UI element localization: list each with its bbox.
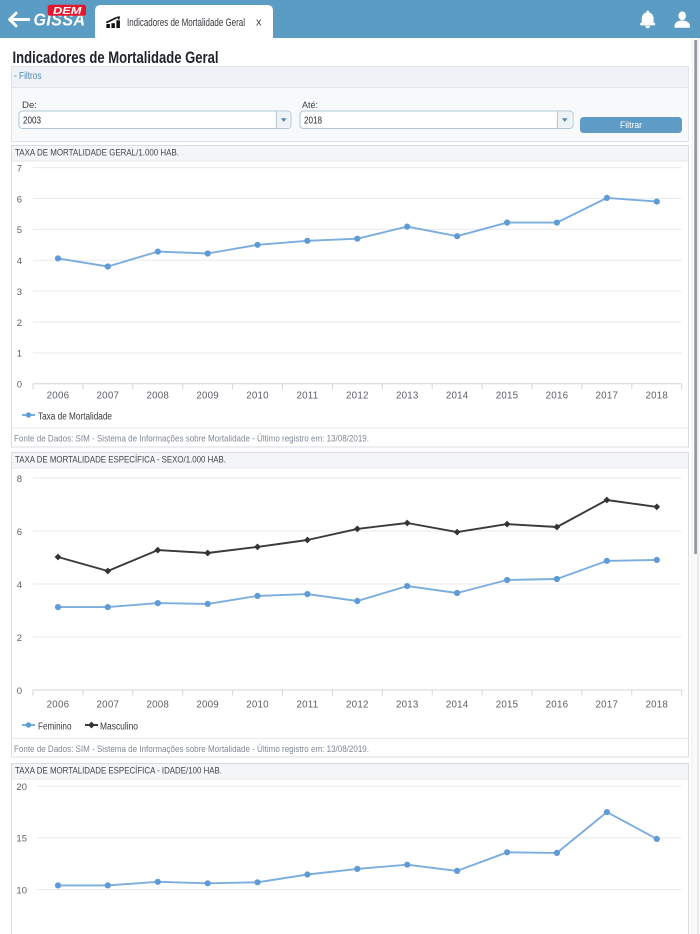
svg-text:2012: 2012 xyxy=(346,700,369,711)
svg-text:7: 7 xyxy=(17,163,22,174)
svg-text:20: 20 xyxy=(16,782,27,793)
svg-text:TAXA DE MORTALIDADE ESPECÍFICA: TAXA DE MORTALIDADE ESPECÍFICA - SEXO/1.… xyxy=(15,455,226,466)
svg-text:2008: 2008 xyxy=(146,391,169,402)
svg-text:5: 5 xyxy=(17,225,22,236)
svg-text:TAXA DE MORTALIDADE GERAL/1.00: TAXA DE MORTALIDADE GERAL/1.000 HAB. xyxy=(15,148,179,159)
svg-text:2003: 2003 xyxy=(23,115,41,126)
svg-text:Fonte de Dados: SIM - Sistema: Fonte de Dados: SIM - Sistema de Informa… xyxy=(14,744,369,754)
svg-text:2: 2 xyxy=(17,318,22,329)
svg-text:TAXA DE MORTALIDADE ESPECÍFICA: TAXA DE MORTALIDADE ESPECÍFICA - IDADE/1… xyxy=(15,766,222,777)
svg-text:2013: 2013 xyxy=(396,700,419,711)
svg-text:3: 3 xyxy=(17,287,22,298)
svg-text:2007: 2007 xyxy=(97,700,120,711)
svg-text:10: 10 xyxy=(16,885,27,896)
svg-text:2011: 2011 xyxy=(297,700,319,711)
svg-text:2018: 2018 xyxy=(645,391,668,402)
svg-text:2014: 2014 xyxy=(446,391,469,402)
svg-text:2009: 2009 xyxy=(196,700,219,711)
svg-text:Feminino: Feminino xyxy=(38,721,72,732)
svg-text:2010: 2010 xyxy=(246,391,269,402)
svg-text:2018: 2018 xyxy=(304,115,322,126)
svg-text:2015: 2015 xyxy=(496,700,519,711)
svg-text:DEM: DEM xyxy=(53,6,82,17)
svg-text:2013: 2013 xyxy=(396,391,419,402)
svg-text:2018: 2018 xyxy=(645,700,668,711)
svg-text:2008: 2008 xyxy=(146,700,169,711)
svg-text:x: x xyxy=(256,17,262,29)
svg-text:2010: 2010 xyxy=(246,700,269,711)
svg-text:De:: De: xyxy=(22,100,37,111)
svg-text:Taxa de Mortalidade: Taxa de Mortalidade xyxy=(38,411,112,422)
svg-text:Masculino: Masculino xyxy=(100,721,138,732)
svg-text:Indicadores de Mortalidade Ger: Indicadores de Mortalidade Geral xyxy=(127,17,245,29)
svg-text:2006: 2006 xyxy=(47,700,70,711)
svg-text:4: 4 xyxy=(17,580,22,591)
svg-text:2006: 2006 xyxy=(47,391,70,402)
svg-text:2017: 2017 xyxy=(596,391,619,402)
svg-text:6: 6 xyxy=(17,194,22,205)
svg-text:1: 1 xyxy=(17,349,22,360)
svg-text:2017: 2017 xyxy=(596,700,619,711)
svg-text:2007: 2007 xyxy=(97,391,120,402)
svg-text:2016: 2016 xyxy=(546,391,569,402)
svg-text:2012: 2012 xyxy=(346,391,369,402)
svg-text:8: 8 xyxy=(17,474,22,485)
svg-text:15: 15 xyxy=(16,834,27,845)
svg-text:0: 0 xyxy=(17,686,22,697)
svg-text:2016: 2016 xyxy=(546,700,569,711)
svg-text:2009: 2009 xyxy=(196,391,219,402)
svg-text:Indicadores de Mortalidade Ger: Indicadores de Mortalidade Geral xyxy=(13,49,219,67)
svg-text:Fonte de Dados: SIM - Sistema: Fonte de Dados: SIM - Sistema de Informa… xyxy=(14,434,369,444)
svg-text:2014: 2014 xyxy=(446,700,469,711)
svg-text:2: 2 xyxy=(17,633,22,644)
svg-text:2011: 2011 xyxy=(297,391,319,402)
svg-text:Até:: Até: xyxy=(302,100,318,111)
svg-text:4: 4 xyxy=(17,256,22,267)
svg-text:0: 0 xyxy=(17,380,22,391)
svg-text:2015: 2015 xyxy=(496,391,519,402)
svg-text:Filtrar: Filtrar xyxy=(620,120,642,130)
svg-text:6: 6 xyxy=(17,527,22,538)
svg-text:- Filtros: - Filtros xyxy=(14,71,42,82)
